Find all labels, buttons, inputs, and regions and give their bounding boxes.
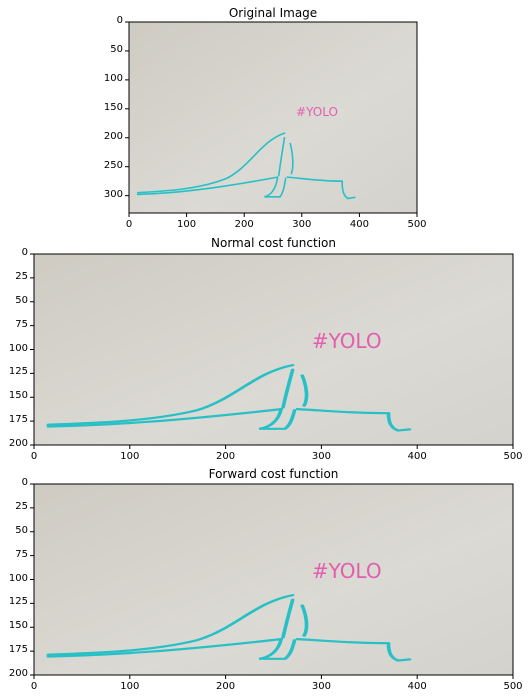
- x-tick-label: 400: [407, 681, 427, 692]
- dinosaur-outline: [277, 136, 286, 177]
- dinosaur-outline: [341, 180, 356, 200]
- dinosaur-outline: [46, 364, 295, 426]
- dinosaur-outline: [46, 408, 283, 428]
- dinosaur-outline: [295, 408, 391, 415]
- panel-3: #YOLO: [30, 484, 514, 679]
- dinosaur-outline: [386, 642, 412, 662]
- panel-title: Normal cost function: [211, 236, 336, 250]
- yolo-text: #YOLO: [312, 559, 382, 583]
- dinosaur-outline: [281, 368, 295, 409]
- y-tick-label: 50: [110, 43, 123, 55]
- panel-title: Original Image: [228, 6, 318, 20]
- dinosaur-outline: [286, 176, 343, 182]
- dinosaur-drawing: [46, 594, 412, 662]
- image-shading: [129, 22, 417, 213]
- x-tick-label: 100: [177, 219, 197, 230]
- y-tick-label: 100: [103, 72, 123, 84]
- y-tick-label: 0: [116, 15, 123, 26]
- y-tick-label: 200: [103, 130, 123, 142]
- y-tick-label: 175: [8, 644, 28, 656]
- dinosaur-outline: [258, 408, 297, 430]
- x-tick-label: 200: [216, 681, 236, 692]
- y-tick-label: 75: [15, 548, 28, 560]
- dinosaur-drawing: [46, 364, 412, 432]
- y-tick-label: 100: [8, 342, 28, 354]
- x-tick-label: 0: [30, 451, 38, 462]
- x-tick-label: 400: [349, 219, 369, 230]
- dinosaur-outline: [300, 374, 309, 407]
- dinosaur-outline: [136, 176, 279, 196]
- panel-2: #YOLO: [30, 254, 514, 449]
- x-tick-label: 500: [503, 681, 523, 692]
- x-tick-label: 500: [503, 451, 523, 462]
- y-tick-label: 250: [103, 159, 123, 171]
- x-tick-label: 200: [234, 219, 254, 230]
- y-tick-label: 200: [8, 668, 28, 679]
- image-shading: [34, 254, 513, 445]
- dinosaur-outline: [264, 176, 287, 198]
- dinosaur-drawing: [136, 132, 356, 200]
- dinosaur-outline: [281, 598, 295, 639]
- y-tick-label: 300: [103, 188, 123, 200]
- panel-1: #YOLO: [125, 21, 418, 217]
- dinosaur-outline: [300, 604, 309, 637]
- y-tick-label: 150: [8, 390, 28, 402]
- y-tick-label: 175: [8, 414, 28, 426]
- dinosaur-outline: [258, 638, 297, 660]
- y-tick-label: 25: [15, 270, 28, 282]
- y-tick-label: 125: [8, 596, 28, 608]
- x-tick-label: 300: [311, 681, 331, 692]
- x-tick-label: 100: [120, 681, 140, 692]
- x-tick-label: 500: [407, 219, 427, 230]
- x-tick-label: 0: [125, 219, 133, 230]
- x-tick-label: 200: [216, 451, 236, 462]
- yolo-text: #YOLO: [312, 329, 382, 353]
- yolo-text: #YOLO: [296, 105, 338, 119]
- y-tick-label: 50: [15, 524, 28, 536]
- dinosaur-outline: [46, 594, 295, 656]
- x-tick-label: 400: [407, 451, 427, 462]
- dinosaur-outline: [46, 638, 283, 658]
- y-tick-label: 75: [15, 318, 28, 330]
- panel-title: Forward cost function: [208, 467, 339, 481]
- y-tick-label: 200: [8, 438, 28, 449]
- x-tick-label: 100: [120, 451, 140, 462]
- dinosaur-outline: [386, 412, 412, 432]
- y-tick-label: 0: [21, 477, 28, 488]
- dinosaur-outline: [289, 142, 294, 175]
- y-tick-label: 150: [103, 101, 123, 113]
- x-tick-label: 300: [311, 451, 331, 462]
- dinosaur-outline: [136, 132, 286, 194]
- x-tick-label: 0: [30, 681, 38, 692]
- y-tick-label: 150: [8, 620, 28, 632]
- y-tick-label: 0: [21, 247, 28, 258]
- y-tick-label: 25: [15, 500, 28, 512]
- y-tick-label: 50: [15, 294, 28, 306]
- dinosaur-outline: [295, 638, 391, 645]
- x-tick-label: 300: [292, 219, 312, 230]
- y-tick-label: 100: [8, 572, 28, 584]
- axes-frame: [128, 21, 418, 214]
- y-tick-label: 125: [8, 366, 28, 378]
- image-shading: [34, 484, 513, 675]
